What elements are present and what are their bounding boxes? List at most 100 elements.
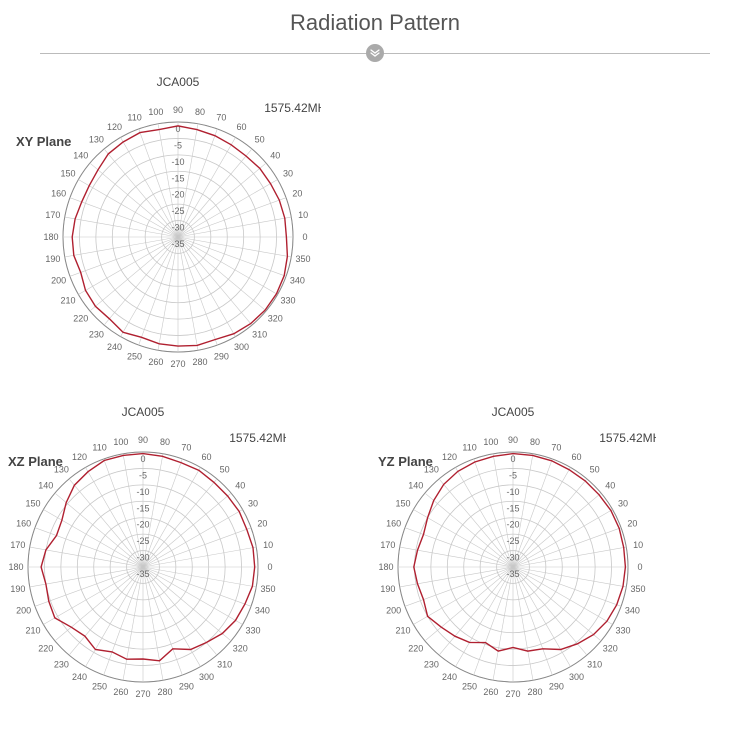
svg-text:1575.42MHz: 1575.42MHz [599, 431, 656, 445]
svg-text:70: 70 [551, 443, 561, 453]
svg-text:-15: -15 [171, 173, 184, 183]
svg-text:0: 0 [637, 562, 642, 572]
svg-text:350: 350 [631, 584, 646, 594]
svg-text:300: 300 [234, 342, 249, 352]
svg-text:170: 170 [380, 540, 395, 550]
svg-text:270: 270 [170, 359, 185, 369]
svg-text:60: 60 [571, 452, 581, 462]
charts-row-1: 0102030405060708090100110120130140150160… [0, 72, 750, 402]
svg-text:290: 290 [214, 351, 229, 361]
svg-text:40: 40 [605, 480, 615, 490]
svg-text:320: 320 [233, 644, 248, 654]
plane-label-yz: YZ Plane [378, 454, 433, 469]
svg-text:160: 160 [16, 519, 31, 529]
svg-text:-25: -25 [171, 206, 184, 216]
svg-text:140: 140 [408, 480, 423, 490]
svg-text:-35: -35 [506, 569, 519, 579]
svg-text:150: 150 [60, 169, 75, 179]
svg-text:230: 230 [89, 329, 104, 339]
svg-text:80: 80 [530, 437, 540, 447]
svg-text:40: 40 [235, 480, 245, 490]
svg-text:300: 300 [199, 672, 214, 682]
svg-text:30: 30 [618, 499, 628, 509]
svg-text:-10: -10 [506, 487, 519, 497]
chart-xy: 0102030405060708090100110120130140150160… [35, 72, 321, 385]
svg-text:240: 240 [107, 342, 122, 352]
svg-text:-30: -30 [171, 223, 184, 233]
svg-text:120: 120 [442, 452, 457, 462]
svg-text:290: 290 [179, 681, 194, 691]
polar-chart-yz: 0102030405060708090100110120130140150160… [370, 402, 656, 710]
svg-text:140: 140 [73, 150, 88, 160]
svg-text:10: 10 [263, 540, 273, 550]
charts-row-2: 0102030405060708090100110120130140150160… [0, 402, 750, 752]
svg-text:290: 290 [549, 681, 564, 691]
svg-text:-5: -5 [139, 470, 147, 480]
svg-text:20: 20 [627, 519, 637, 529]
svg-text:110: 110 [127, 113, 141, 123]
svg-text:JCA005: JCA005 [157, 75, 200, 89]
svg-text:200: 200 [16, 605, 31, 615]
svg-text:270: 270 [505, 689, 520, 699]
svg-text:-10: -10 [171, 157, 184, 167]
svg-text:310: 310 [252, 329, 267, 339]
svg-text:150: 150 [395, 499, 410, 509]
svg-text:-25: -25 [506, 536, 519, 546]
svg-text:350: 350 [296, 254, 311, 264]
svg-text:330: 330 [615, 626, 630, 636]
svg-text:230: 230 [424, 659, 439, 669]
svg-text:70: 70 [181, 443, 191, 453]
svg-text:260: 260 [483, 687, 498, 697]
svg-text:120: 120 [107, 122, 122, 132]
svg-text:90: 90 [173, 105, 183, 115]
svg-text:310: 310 [217, 659, 232, 669]
svg-text:50: 50 [220, 465, 230, 475]
svg-text:280: 280 [193, 357, 208, 367]
svg-text:230: 230 [54, 659, 69, 669]
svg-text:20: 20 [292, 189, 302, 199]
svg-text:110: 110 [462, 443, 476, 453]
svg-text:260: 260 [113, 687, 128, 697]
svg-text:110: 110 [92, 443, 106, 453]
svg-text:100: 100 [483, 437, 498, 447]
svg-text:240: 240 [72, 672, 87, 682]
svg-text:240: 240 [442, 672, 457, 682]
svg-text:280: 280 [158, 687, 173, 697]
svg-text:30: 30 [283, 169, 293, 179]
svg-text:-30: -30 [136, 553, 149, 563]
svg-text:0: 0 [302, 232, 307, 242]
polar-chart-xy: 0102030405060708090100110120130140150160… [35, 72, 321, 380]
svg-text:180: 180 [8, 562, 23, 572]
svg-text:260: 260 [148, 357, 163, 367]
svg-text:-5: -5 [174, 140, 182, 150]
svg-text:170: 170 [45, 210, 60, 220]
svg-text:220: 220 [408, 644, 423, 654]
svg-text:200: 200 [51, 275, 66, 285]
chart-yz: 0102030405060708090100110120130140150160… [370, 402, 656, 715]
chart-xz: 0102030405060708090100110120130140150160… [0, 402, 286, 715]
svg-text:-35: -35 [136, 569, 149, 579]
chevron-down-icon [366, 44, 384, 62]
polar-chart-xz: 0102030405060708090100110120130140150160… [0, 402, 286, 710]
svg-text:190: 190 [10, 584, 25, 594]
svg-text:340: 340 [255, 605, 270, 615]
svg-text:80: 80 [160, 437, 170, 447]
svg-text:300: 300 [569, 672, 584, 682]
svg-text:-5: -5 [509, 470, 517, 480]
svg-text:190: 190 [45, 254, 60, 264]
svg-text:320: 320 [603, 644, 618, 654]
svg-text:180: 180 [378, 562, 393, 572]
svg-text:330: 330 [280, 296, 295, 306]
svg-text:20: 20 [257, 519, 267, 529]
plane-label-xy: XY Plane [16, 134, 71, 149]
svg-text:1575.42MHz: 1575.42MHz [264, 101, 321, 115]
svg-text:190: 190 [380, 584, 395, 594]
title-divider [40, 44, 710, 62]
svg-text:-25: -25 [136, 536, 149, 546]
svg-text:160: 160 [51, 189, 66, 199]
svg-text:210: 210 [25, 626, 40, 636]
svg-text:40: 40 [270, 150, 280, 160]
svg-text:90: 90 [138, 435, 148, 445]
svg-text:10: 10 [298, 210, 308, 220]
svg-text:340: 340 [290, 275, 305, 285]
